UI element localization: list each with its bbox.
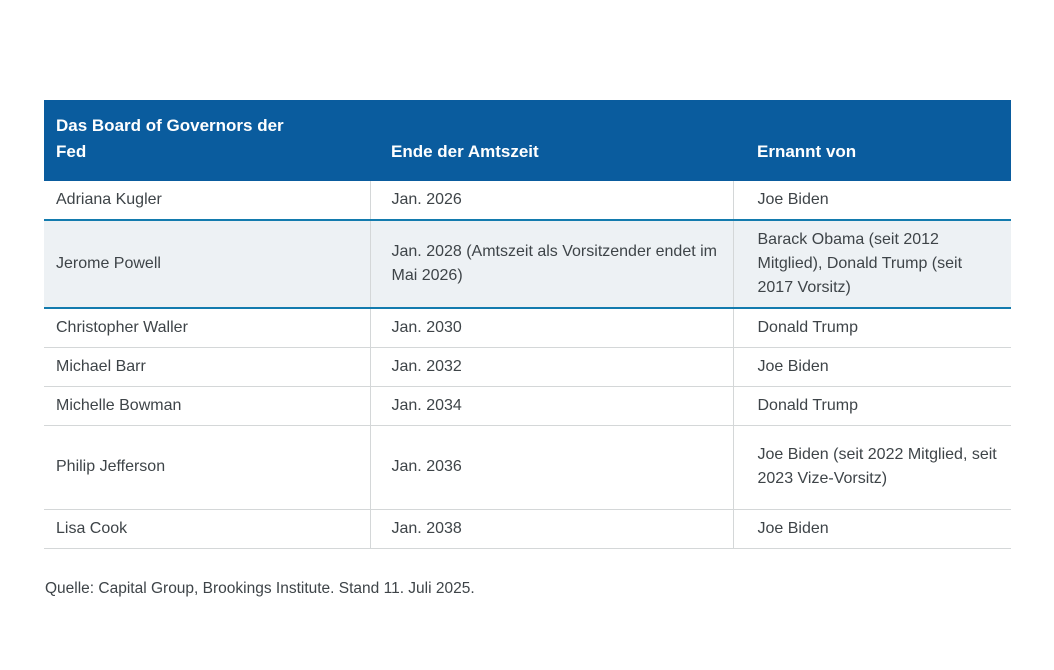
cell-name: Christopher Waller — [44, 307, 370, 348]
figure-container: Das Board of Governors der Fed Ende der … — [44, 100, 1011, 598]
table-row-cook: Lisa Cook Jan. 2038 Joe Biden — [44, 509, 1011, 549]
cell-term-end: Jan. 2036 — [369, 425, 733, 510]
cell-appointed-by: Joe Biden — [732, 509, 1011, 549]
cell-name: Jerome Powell — [44, 218, 370, 309]
table-row-waller: Christopher Waller Jan. 2030 Donald Trum… — [44, 307, 1011, 348]
cell-name: Michael Barr — [44, 347, 370, 387]
cell-appointed-by: Barack Obama (seit 2012 Mitglied), Donal… — [732, 218, 1011, 309]
cell-term-end: Jan. 2038 — [369, 509, 733, 549]
table-header-row: Das Board of Governors der Fed Ende der … — [44, 100, 1011, 181]
cell-appointed-by: Donald Trump — [732, 307, 1011, 348]
cell-name: Lisa Cook — [44, 509, 370, 549]
cell-appointed-by: Joe Biden — [732, 180, 1011, 221]
table-row-powell: Jerome Powell Jan. 2028 (Amtszeit als Vo… — [44, 218, 1011, 309]
cell-name: Adriana Kugler — [44, 180, 370, 221]
table-row-barr: Michael Barr Jan. 2032 Joe Biden — [44, 347, 1011, 387]
table-row-bowman: Michelle Bowman Jan. 2034 Donald Trump — [44, 386, 1011, 426]
cell-term-end: Jan. 2032 — [369, 347, 733, 387]
header-col-board-line1: Das Board of Governors der — [56, 116, 284, 135]
header-col-term-end: Ende der Amtszeit — [370, 100, 733, 181]
cell-term-end: Jan. 2028 (Amtszeit als Vorsitzender end… — [369, 218, 733, 309]
cell-name: Michelle Bowman — [44, 386, 370, 426]
cell-appointed-by: Joe Biden — [732, 347, 1011, 387]
cell-appointed-by: Donald Trump — [732, 386, 1011, 426]
cell-term-end: Jan. 2030 — [369, 307, 733, 348]
table-row-jefferson: Philip Jefferson Jan. 2036 Joe Biden (se… — [44, 425, 1011, 510]
source-note: Quelle: Capital Group, Brookings Institu… — [45, 579, 475, 597]
cell-term-end: Jan. 2026 — [369, 180, 733, 221]
cell-name: Philip Jefferson — [44, 425, 370, 510]
header-col-board: Das Board of Governors der Fed — [44, 100, 370, 181]
table-row-kugler: Adriana Kugler Jan. 2026 Joe Biden — [44, 180, 1011, 221]
header-col-board-line2: Fed — [56, 142, 87, 162]
cell-appointed-by: Joe Biden (seit 2022 Mitglied, seit 2023… — [732, 425, 1011, 510]
fed-board-table: Das Board of Governors der Fed Ende der … — [44, 100, 1011, 549]
cell-term-end: Jan. 2034 — [369, 386, 733, 426]
header-col-appointed-by: Ernannt von — [733, 100, 1011, 181]
